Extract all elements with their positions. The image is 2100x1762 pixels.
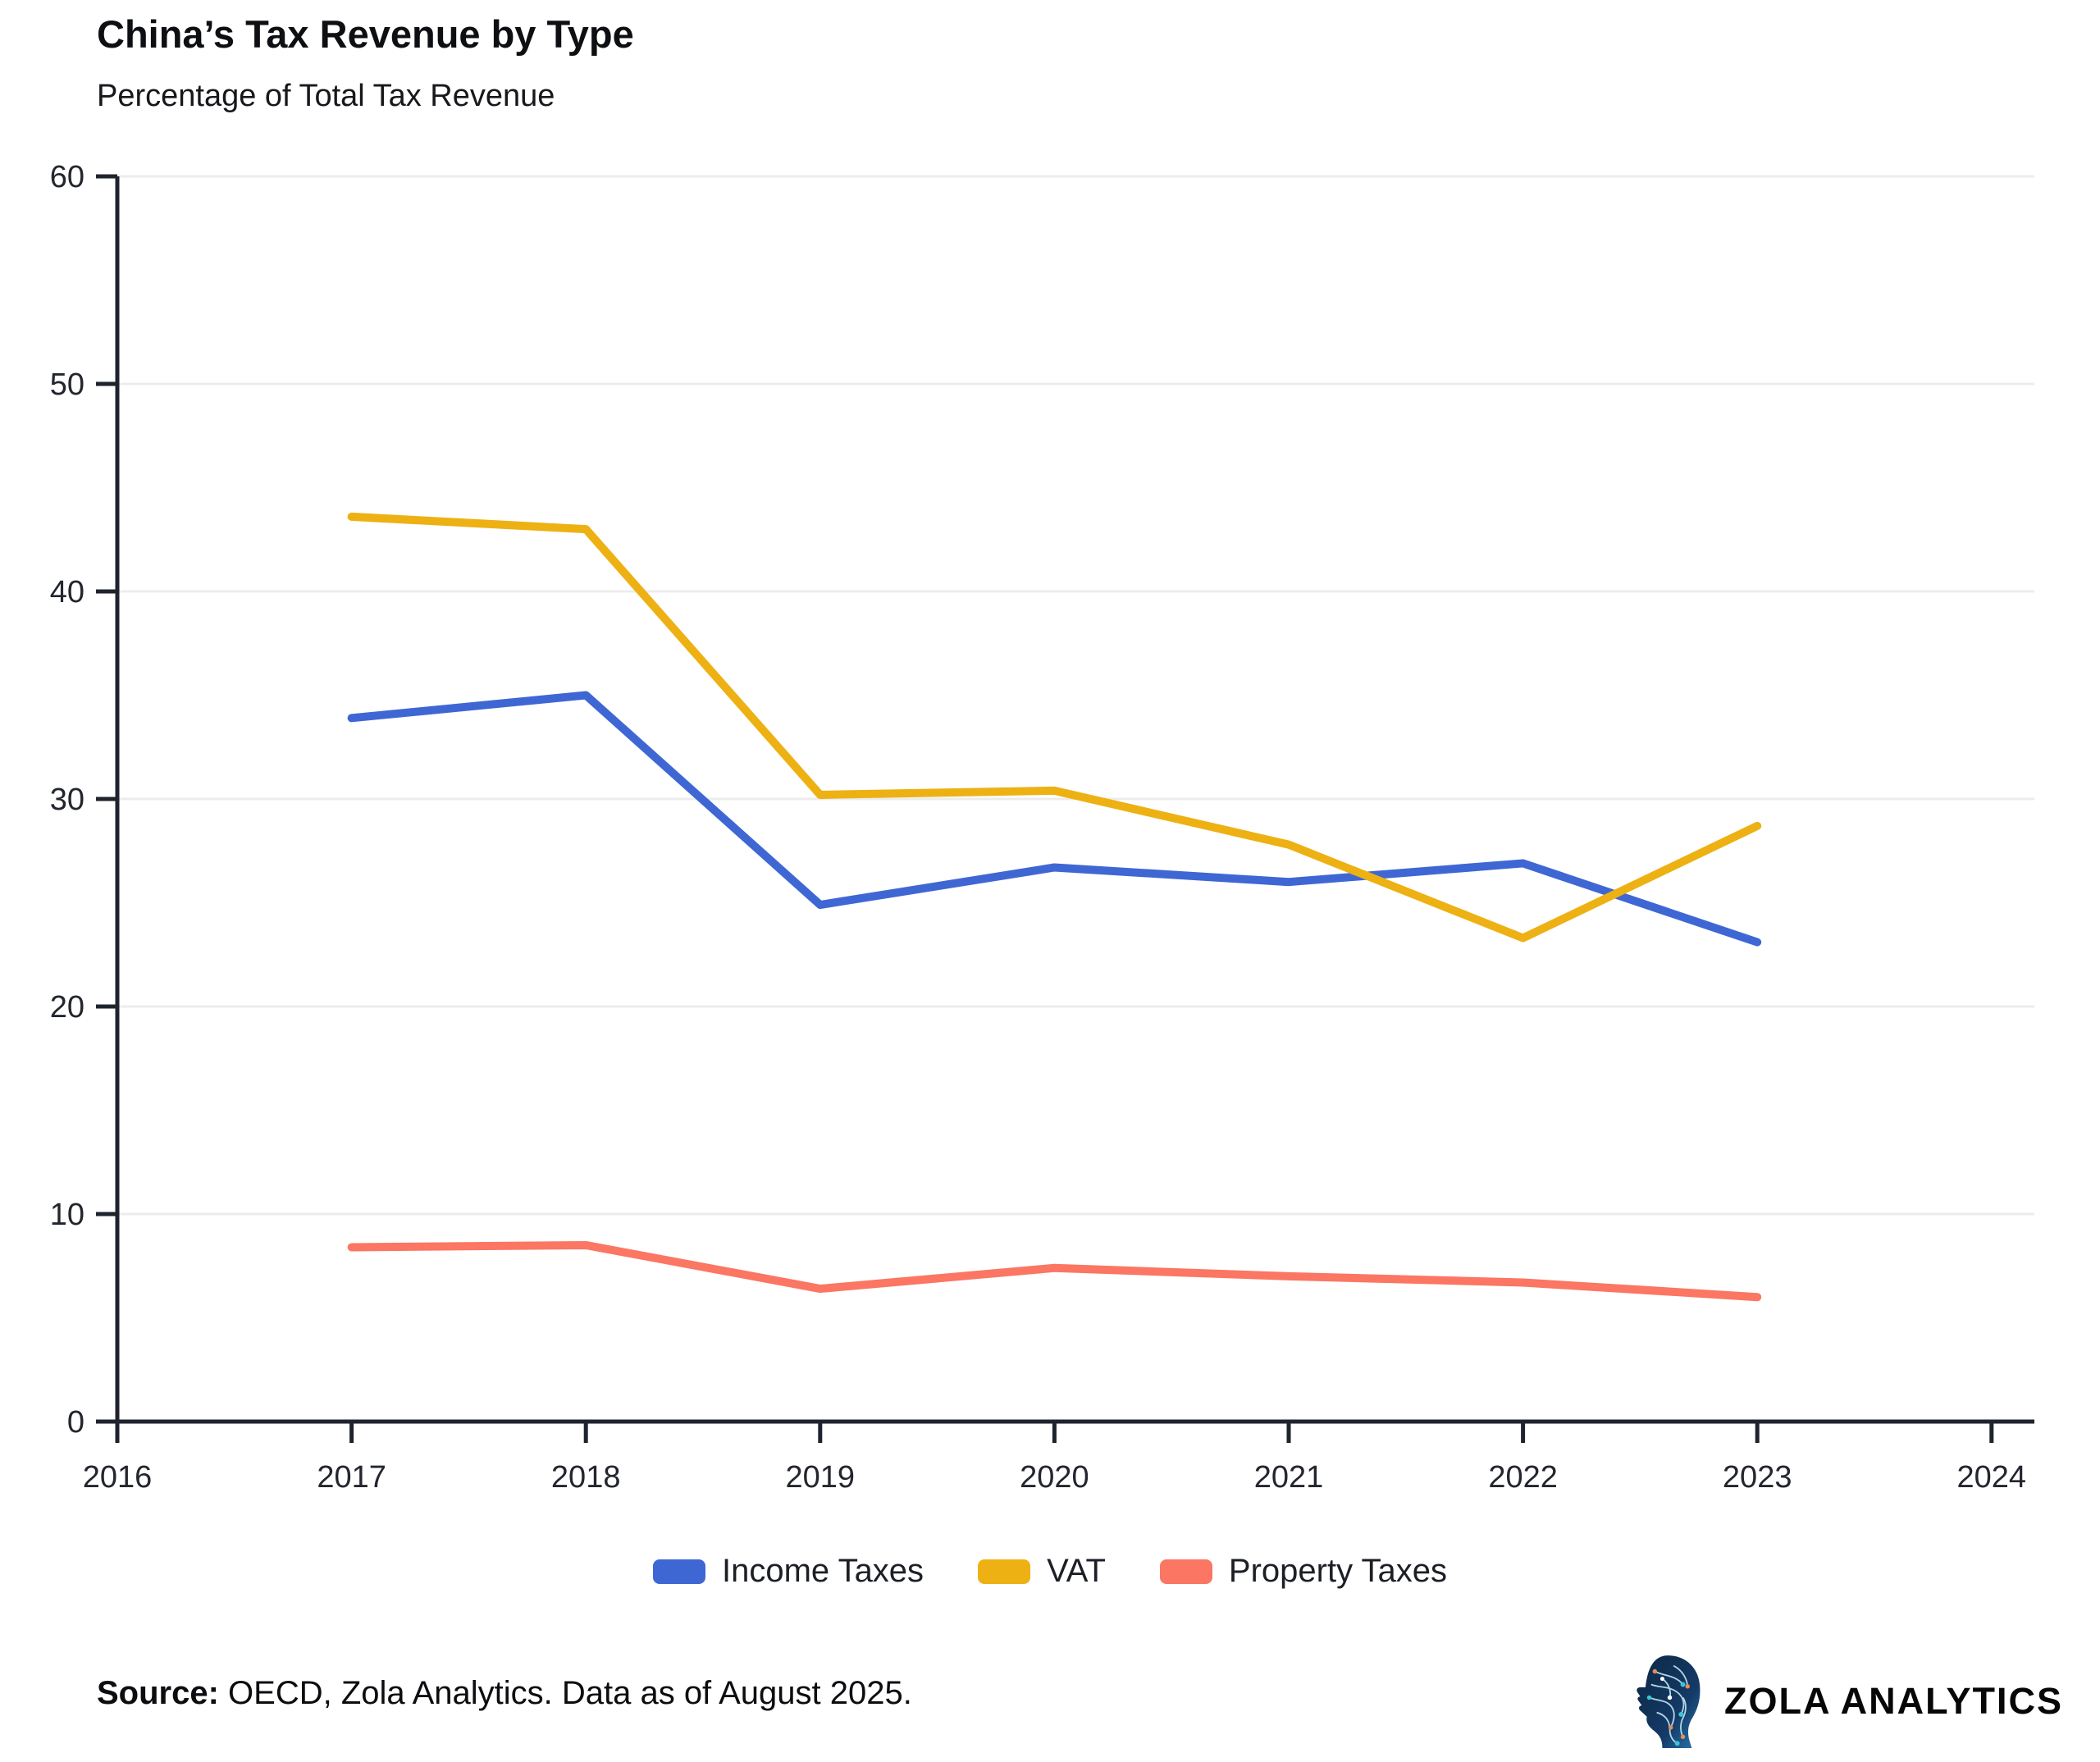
x-tick-label: 2023	[1723, 1460, 1792, 1495]
x-tick-label: 2022	[1488, 1460, 1558, 1495]
y-tick-label: 40	[50, 575, 84, 609]
y-tick-label: 20	[50, 990, 84, 1025]
y-tick-label: 60	[50, 160, 84, 194]
legend-swatch	[1159, 1559, 1212, 1584]
source-note: Source: OECD, Zola Analytics. Data as of…	[97, 1675, 912, 1712]
y-tick-label: 0	[67, 1405, 84, 1440]
legend-swatch	[653, 1559, 705, 1584]
brand-logo: ZOLA ANALYTICS	[1628, 1653, 2063, 1750]
line-chart: 0 10 20 30 40 50 60 2016 2017 2018 2019 2020 2021 202…	[50, 160, 2034, 1495]
chart-legend: Income Taxes VAT Property Taxes	[0, 1553, 2100, 1590]
y-tick-label: 10	[50, 1198, 84, 1232]
legend-item-vat: VAT	[978, 1553, 1106, 1590]
y-tick-label: 50	[50, 367, 84, 402]
source-text: OECD, Zola Analytics. Data as of August …	[218, 1675, 912, 1711]
series-line-income-taxes	[347, 691, 1762, 947]
chart-subtitle: Percentage of Total Tax Revenue	[97, 79, 555, 113]
x-tick-label: 2017	[317, 1460, 386, 1495]
x-tick-label: 2018	[551, 1460, 621, 1495]
series-line-property-taxes	[347, 1240, 1762, 1302]
legend-label: Property Taxes	[1228, 1553, 1447, 1589]
legend-swatch	[978, 1559, 1031, 1584]
x-tick-label: 2024	[1957, 1460, 2027, 1495]
x-tick-label: 2016	[83, 1460, 153, 1495]
legend-item-income-taxes: Income Taxes	[653, 1553, 924, 1590]
y-gridlines	[117, 175, 2034, 1216]
chart-title: China’s Tax Revenue by Type	[97, 12, 634, 56]
y-axis-ticks: 0 10 20 30 40 50 60	[50, 160, 117, 1440]
legend-label: Income Taxes	[722, 1553, 924, 1589]
series-line-vat	[347, 512, 1762, 943]
x-axis-ticks: 2016 2017 2018 2019 2020 2021 2022 2023 2024	[83, 1422, 2026, 1495]
circuit-head-icon	[1637, 1655, 1701, 1748]
legend-item-property-taxes: Property Taxes	[1159, 1553, 1447, 1590]
x-tick-label: 2021	[1254, 1460, 1324, 1495]
y-tick-label: 30	[50, 783, 84, 817]
brand-name: ZOLA ANALYTICS	[1723, 1680, 2063, 1722]
x-tick-label: 2019	[786, 1460, 856, 1495]
source-label: Source:	[97, 1675, 219, 1711]
legend-label: VAT	[1047, 1553, 1106, 1589]
x-tick-label: 2020	[1020, 1460, 1089, 1495]
